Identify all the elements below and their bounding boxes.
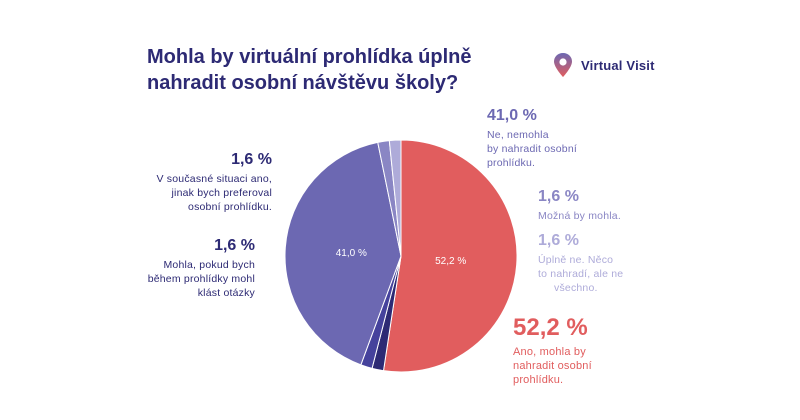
- callout-questions: 1,6 % Mohla, pokud bych během prohlídky …: [148, 236, 255, 300]
- callout-pct: 1,6 %: [214, 237, 255, 254]
- desc-line: Ne, nemohla: [487, 129, 549, 141]
- desc-line: Mohla, pokud bych: [163, 259, 255, 271]
- callout-desc: Možná by mohla.: [538, 210, 621, 222]
- callout-pct: 1,6 %: [538, 232, 579, 249]
- callout-pct: 52,2 %: [513, 314, 588, 341]
- callout-desc: Ano, mohla by nahradit osobní prohlídku.: [513, 345, 592, 387]
- desc-line: během prohlídky mohl: [147, 273, 255, 285]
- pie-slice-5: [388, 139, 402, 257]
- callout-yes: 52,2 % Ano, mohla by nahradit osobní pro…: [513, 314, 592, 387]
- location-pin-icon: [554, 53, 572, 77]
- title-line-1: Mohla by virtuální prohlídka úplně: [147, 46, 472, 68]
- callout-no: 41,0 % Ne, nemohla by nahradit osobní pr…: [487, 106, 577, 170]
- brand-logo: Virtual Visit: [553, 52, 655, 78]
- desc-line: nahradit osobní: [513, 360, 592, 372]
- pie-slice-0: [382, 139, 518, 373]
- desc-line: všechno.: [554, 282, 598, 294]
- desc-line: Úplně ne. Něco: [538, 254, 614, 266]
- title-line-2: nahradit osobní návštěvu školy?: [147, 72, 459, 94]
- slice-value-label: 41,0 %: [336, 248, 367, 259]
- desc-line: V současné situaci ano,: [156, 173, 272, 185]
- desc-line: jinak bych preferoval: [171, 187, 272, 199]
- desc-line: klást otázky: [197, 287, 255, 299]
- callout-current-situation: 1,6 % V současné situaci ano, jinak bych…: [156, 150, 272, 214]
- callout-pct: 41,0 %: [487, 107, 537, 124]
- desc-line: prohlídku.: [487, 157, 536, 169]
- callout-maybe: 1,6 % Možná by mohla.: [538, 187, 621, 223]
- callout-pct: 1,6 %: [231, 151, 272, 168]
- desc-line: to nahradí, ale ne: [538, 268, 624, 280]
- callout-desc: Úplně ne. Něco to nahradí, ale ne všechn…: [538, 253, 623, 295]
- callout-desc: Mohla, pokud bych během prohlídky mohl k…: [148, 258, 255, 300]
- brand-name: Virtual Visit: [581, 57, 655, 73]
- callout-not-fully: 1,6 % Úplně ne. Něco to nahradí, ale ne …: [538, 231, 623, 295]
- callout-desc: Ne, nemohla by nahradit osobní prohlídku…: [487, 128, 577, 170]
- callout-desc: V současné situaci ano, jinak bych prefe…: [156, 172, 272, 214]
- desc-line: prohlídku.: [513, 374, 564, 386]
- pie-slice-3: [284, 141, 402, 366]
- chart-title: Mohla by virtuální prohlídka úplně nahra…: [147, 44, 547, 96]
- slice-value-label: 52,2 %: [435, 256, 466, 267]
- desc-line: osobní prohlídku.: [188, 201, 272, 213]
- desc-line: by nahradit osobní: [487, 143, 577, 155]
- desc-line: Ano, mohla by: [513, 346, 586, 358]
- callout-pct: 1,6 %: [538, 188, 579, 205]
